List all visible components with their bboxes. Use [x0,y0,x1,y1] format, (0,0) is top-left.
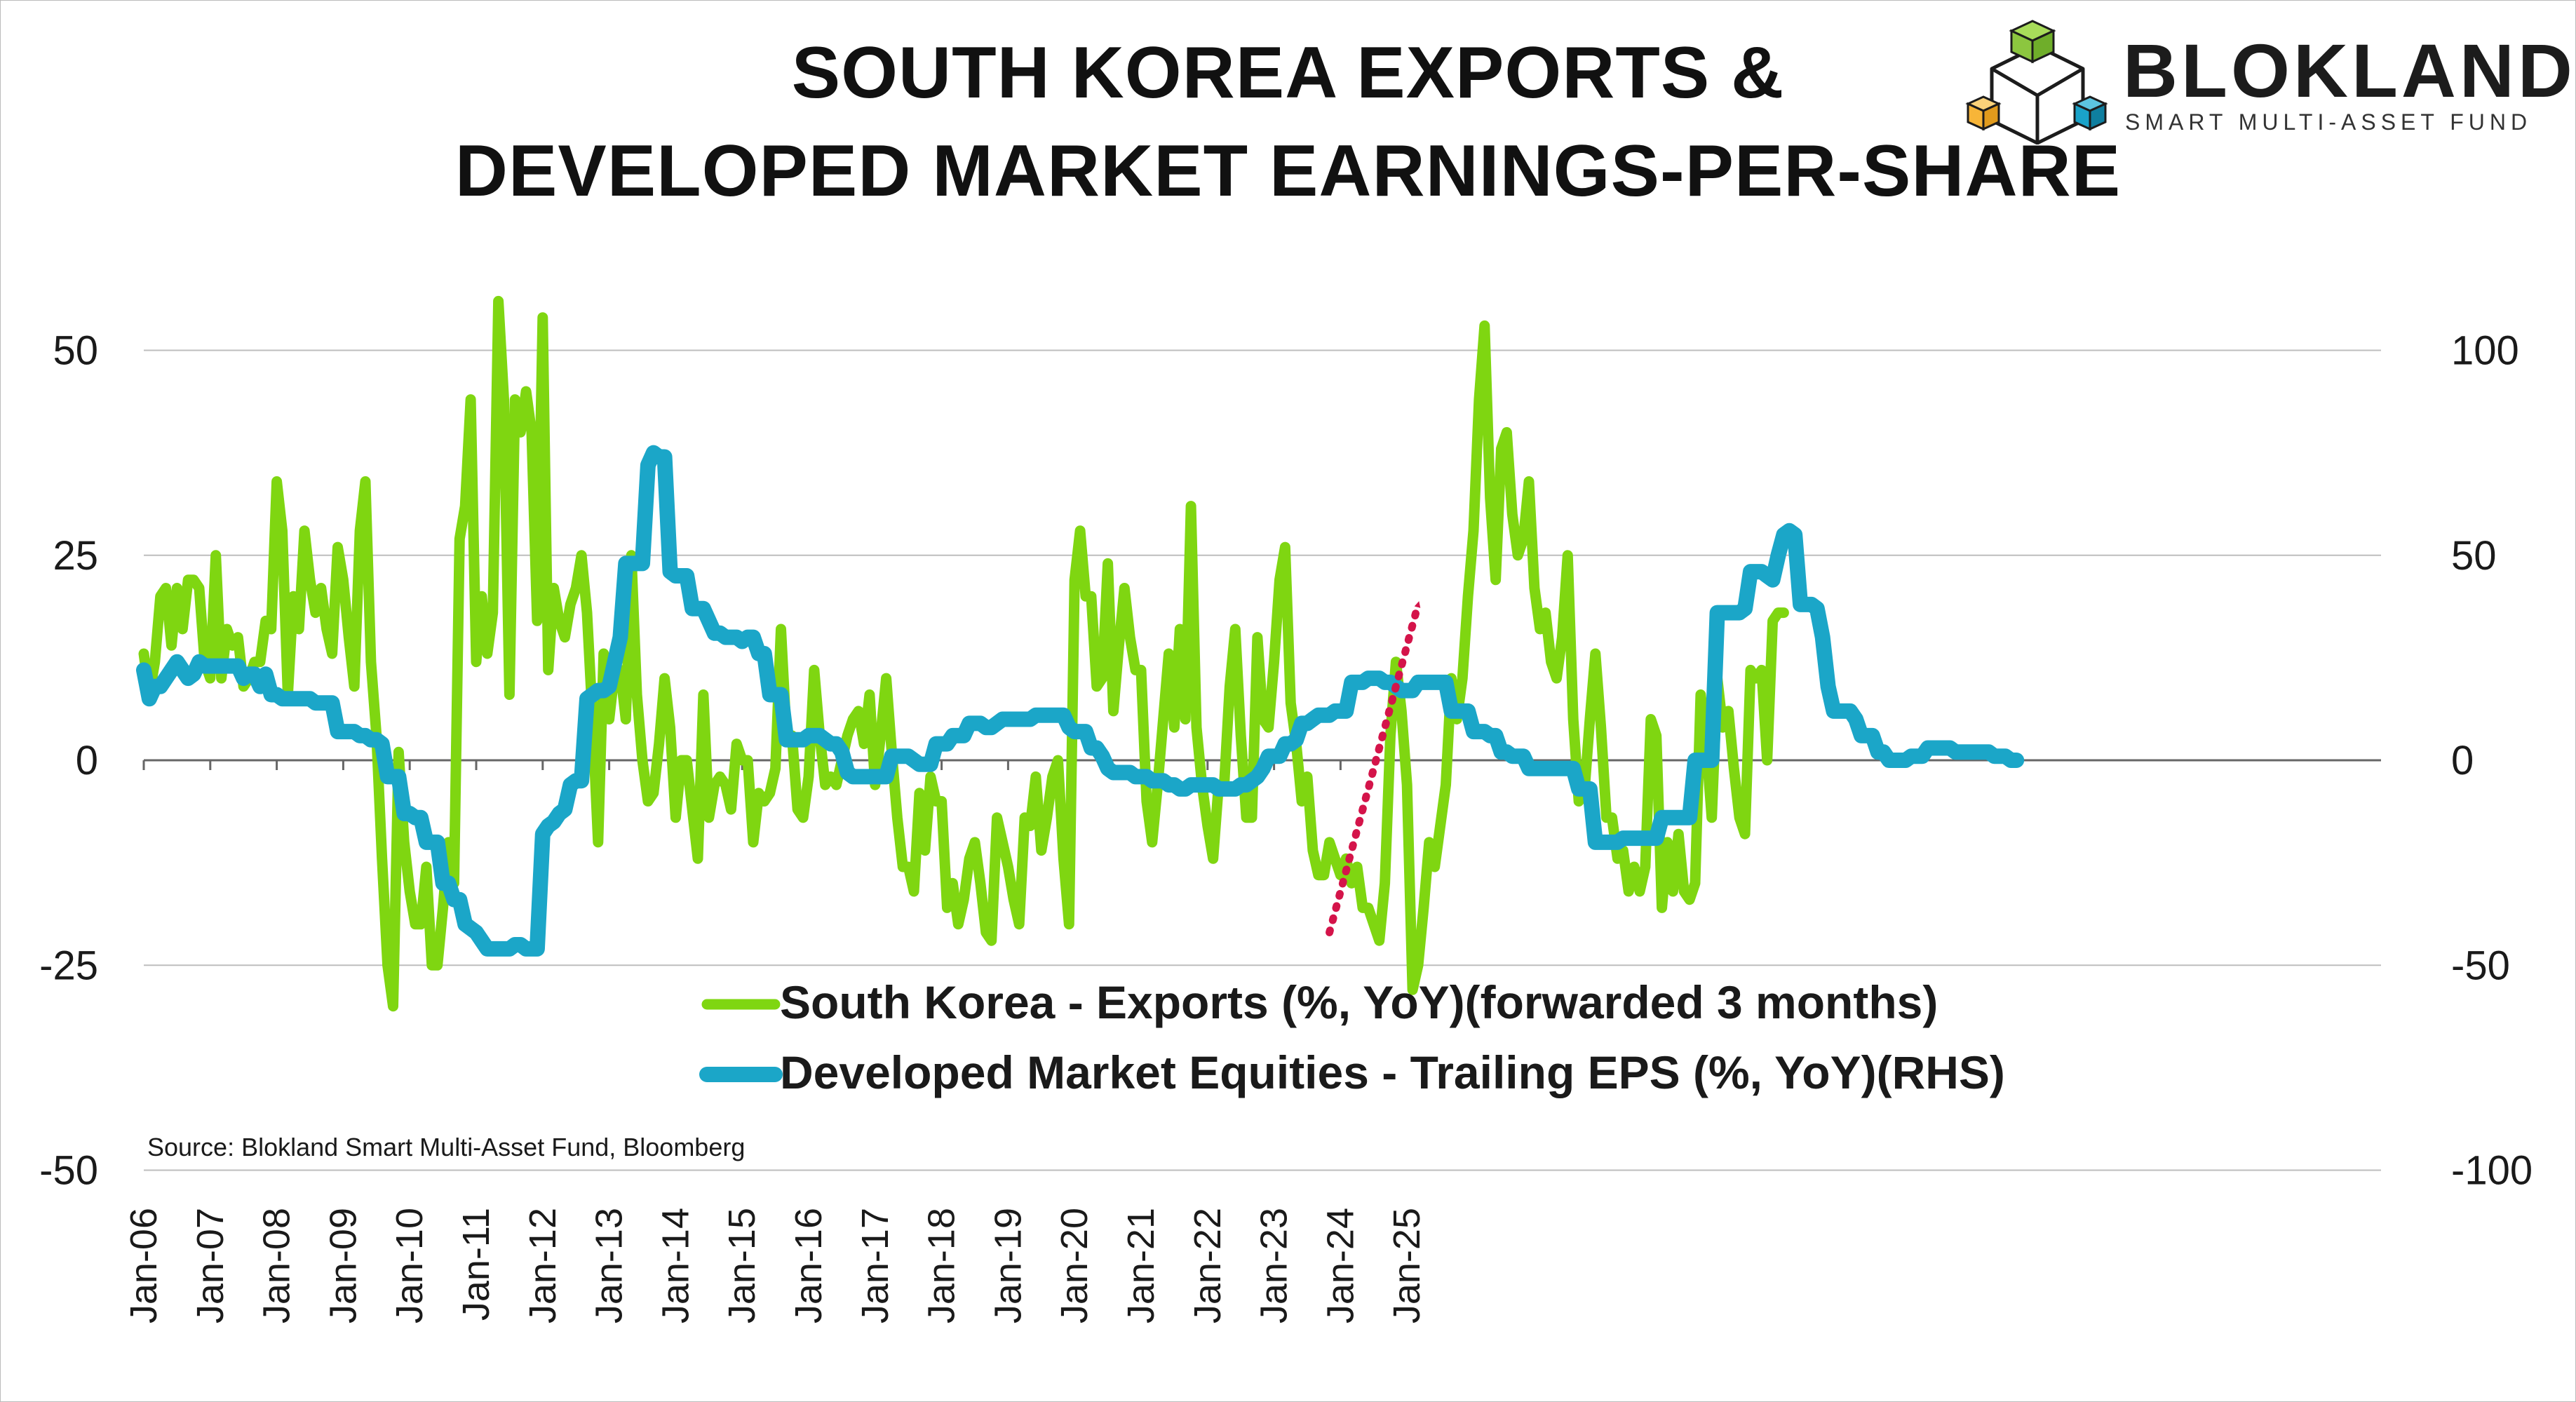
trend-arrow [1326,600,1422,936]
x-tick-label: Jan-07 [189,1208,231,1323]
x-tick-label: Jan-19 [987,1208,1029,1323]
legend: South Korea - Exports (%, YoY)(forwarded… [699,976,2005,1098]
right-axis-ticks: 100 50 0 -50 -100 [2451,328,2533,1194]
brand-name: BLOKLAND [2123,28,2576,113]
x-tick-label: Jan-25 [1386,1208,1428,1323]
x-tick-label: Jan-18 [921,1208,963,1323]
legend-label: South Korea - Exports (%, YoY)(forwarded… [780,976,1938,1028]
x-tick-label: Jan-22 [1187,1208,1229,1323]
source-note: Source: Blokland Smart Multi-Asset Fund,… [147,1133,745,1161]
x-tick-label: Jan-08 [256,1208,298,1323]
right-tick-label: 100 [2451,328,2519,374]
series-lines [136,295,2025,1012]
x-tick-label: Jan-24 [1319,1208,1361,1323]
left-axis-ticks: 50 25 0 -25 -50 [39,328,98,1194]
x-tick-label: Jan-11 [455,1208,497,1321]
right-tick-label: -100 [2451,1148,2533,1194]
x-tick-label: Jan-12 [522,1208,564,1323]
right-tick-label: 50 [2451,533,2497,579]
x-tick-label: Jan-10 [389,1208,431,1323]
left-tick-label: 25 [53,533,98,579]
right-tick-label: -50 [2451,943,2510,988]
x-tick-label: Jan-06 [123,1208,165,1323]
x-tick-label: Jan-15 [721,1208,763,1323]
chart-title: SOUTH KOREA EXPORTS & DEVELOPED MARKET E… [0,24,2576,220]
cube-logo-icon [1965,20,2108,144]
title-line-2: DEVELOPED MARKET EARNINGS-PER-SHARE [454,130,2122,212]
left-tick-label: 0 [76,738,98,783]
series-line-eps [136,445,2025,957]
x-tick-label: Jan-16 [788,1208,830,1323]
x-tick-label: Jan-09 [322,1208,364,1323]
legend-label: Developed Market Equities - Trailing EPS… [780,1046,2005,1098]
brand-tagline: SMART MULTI-ASSET FUND [2125,109,2533,135]
left-tick-label: 50 [53,328,98,374]
x-tick-label: Jan-21 [1120,1208,1162,1323]
x-tick-label: Jan-20 [1053,1208,1095,1323]
x-tick-label: Jan-17 [854,1208,896,1323]
left-tick-label: -25 [39,943,98,988]
right-tick-label: 0 [2451,738,2474,783]
x-axis-ticks: Jan-06 Jan-07 Jan-08 Jan-09 Jan-10 Jan-11 Jan-… [123,760,1428,1323]
x-tick-label: Jan-14 [654,1208,696,1323]
title-line-1: SOUTH KOREA EXPORTS & [791,32,1785,114]
x-tick-label: Jan-13 [588,1208,630,1323]
x-tick-label: Jan-23 [1253,1208,1295,1323]
left-tick-label: -50 [39,1148,98,1194]
series-line-exports [138,295,1789,1012]
brand-logo: BLOKLAND SMART MULTI-ASSET FUND [1964,18,2572,144]
